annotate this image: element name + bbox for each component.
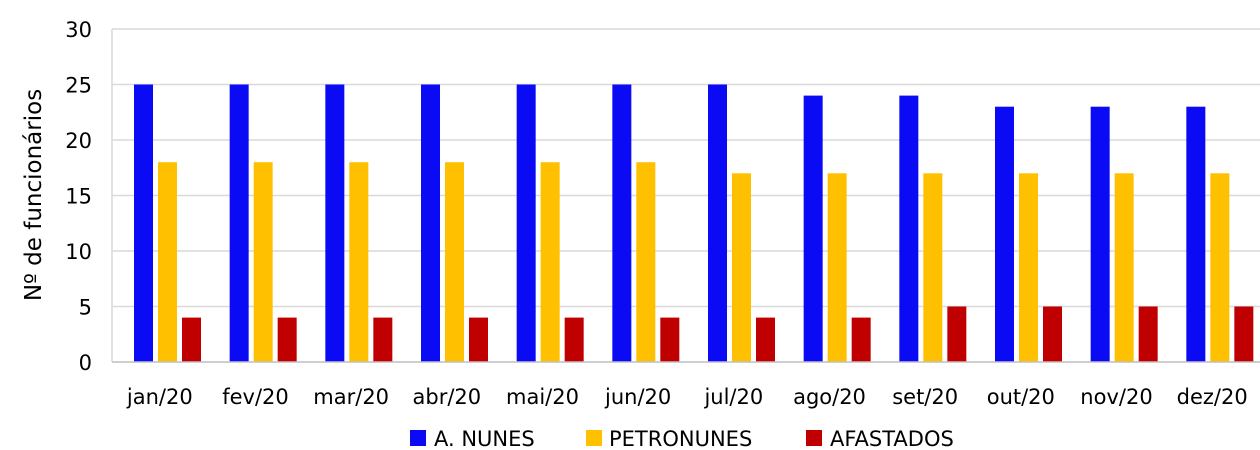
legend-label: AFASTADOS xyxy=(830,427,954,450)
bar-a-nunes-abr-20 xyxy=(421,84,440,362)
y-tick-label: 5 xyxy=(79,296,92,320)
y-tick-label: 15 xyxy=(65,185,92,209)
bar-afastados-jan-20 xyxy=(182,317,201,362)
legend-swatch xyxy=(586,430,602,446)
bar-petronunes-jul-20 xyxy=(732,173,751,362)
y-tick-label: 20 xyxy=(65,129,92,153)
bar-petronunes-out-20 xyxy=(1019,173,1038,362)
y-tick-label: 25 xyxy=(65,74,92,98)
bar-afastados-nov-20 xyxy=(1138,306,1158,362)
legend-swatch xyxy=(806,430,822,446)
bars xyxy=(134,84,1254,362)
x-tick-label: ago/20 xyxy=(793,385,866,409)
gridlines xyxy=(111,28,1260,362)
bar-petronunes-fev-20 xyxy=(253,162,273,362)
bar-afastados-set-20 xyxy=(947,306,967,362)
bar-a-nunes-dez-20 xyxy=(1186,106,1206,362)
bar-a-nunes-jan-20 xyxy=(134,84,153,362)
bar-petronunes-mar-20 xyxy=(349,162,369,362)
bar-petronunes-abr-20 xyxy=(445,162,464,362)
y-axis-title: Nº de funcionários xyxy=(21,89,47,301)
bar-petronunes-jan-20 xyxy=(158,162,177,362)
legend-label: PETRONUNES xyxy=(609,427,752,450)
x-tick-label: out/20 xyxy=(987,385,1055,409)
bar-afastados-mai-20 xyxy=(564,317,584,362)
bar-a-nunes-jun-20 xyxy=(612,84,632,362)
bar-afastados-fev-20 xyxy=(277,317,297,362)
bar-petronunes-nov-20 xyxy=(1114,173,1134,362)
bar-afastados-abr-20 xyxy=(469,317,488,362)
x-tick-label: nov/20 xyxy=(1080,385,1152,409)
bar-a-nunes-ago-20 xyxy=(803,95,823,362)
x-tick-label: mar/20 xyxy=(313,385,389,409)
x-tick-label: jul/20 xyxy=(703,385,763,409)
bar-afastados-ago-20 xyxy=(851,317,871,362)
x-tick-label: jun/20 xyxy=(604,385,671,409)
bar-afastados-mar-20 xyxy=(373,317,393,362)
y-tick-labels: 0 5 10 15 20 25 30 xyxy=(65,18,92,375)
x-tick-label: mai/20 xyxy=(506,385,579,409)
bar-a-nunes-mar-20 xyxy=(325,84,345,362)
legend: A. NUNES PETRONUNES AFASTADOS xyxy=(410,427,954,450)
y-tick-label: 10 xyxy=(65,240,92,264)
x-tick-label: fev/20 xyxy=(222,385,289,409)
legend-swatch xyxy=(410,430,426,446)
y-tick-label: 30 xyxy=(65,18,92,42)
x-tick-label: set/20 xyxy=(892,385,958,409)
bar-a-nunes-set-20 xyxy=(899,95,919,362)
x-tick-label: abr/20 xyxy=(413,385,482,409)
bar-petronunes-set-20 xyxy=(923,173,943,362)
x-tick-label: dez/20 xyxy=(1177,385,1248,409)
bar-petronunes-dez-20 xyxy=(1210,173,1230,362)
legend-label: A. NUNES xyxy=(434,427,535,450)
x-tick-labels: jan/20 fev/20 mar/20 abr/20 mai/20 jun/20 jul/… xyxy=(126,385,1248,409)
bar-a-nunes-mai-20 xyxy=(516,84,536,362)
bar-petronunes-ago-20 xyxy=(827,173,847,362)
bar-petronunes-mai-20 xyxy=(540,162,560,362)
bar-a-nunes-jul-20 xyxy=(708,84,727,362)
bar-a-nunes-fev-20 xyxy=(229,84,249,362)
bar-afastados-jun-20 xyxy=(660,317,680,362)
bar-afastados-jul-20 xyxy=(756,317,775,362)
bar-afastados-out-20 xyxy=(1043,306,1062,362)
bar-afastados-dez-20 xyxy=(1234,306,1254,362)
bar-petronunes-jun-20 xyxy=(636,162,656,362)
y-tick-label: 0 xyxy=(79,351,92,375)
x-tick-label: jan/20 xyxy=(126,385,193,409)
bar-a-nunes-out-20 xyxy=(995,106,1014,362)
bar-a-nunes-nov-20 xyxy=(1090,106,1110,362)
